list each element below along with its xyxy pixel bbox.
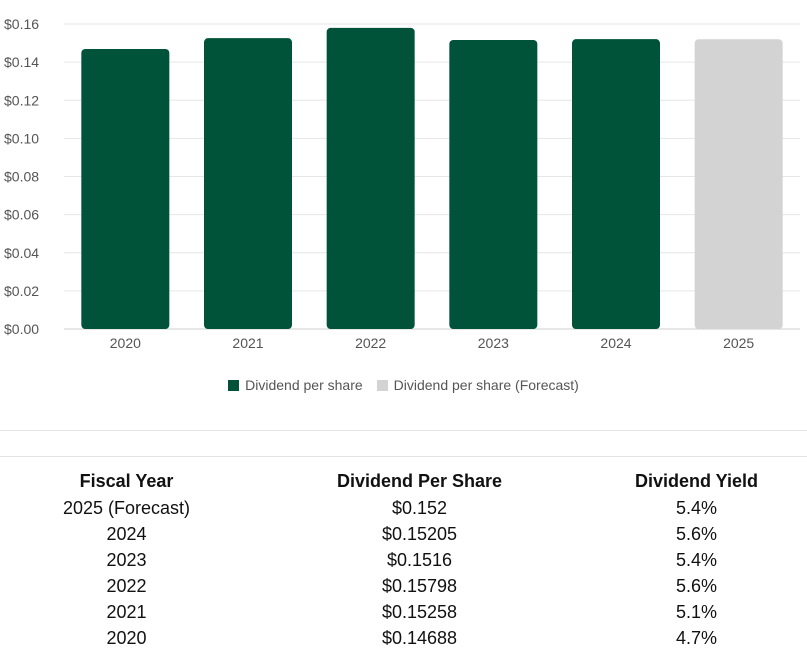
cell-fiscal-year: 2025 (Forecast)	[62, 497, 191, 518]
x-tick-label: 2024	[600, 335, 631, 351]
cell-dividend-per-share: $0.15798	[381, 575, 458, 596]
table-row: 2025 (Forecast) $0.152 5.4%	[0, 495, 807, 521]
cell-dividend-per-share: $0.15258	[381, 601, 458, 622]
section-divider-bottom	[0, 456, 807, 457]
cell-fiscal-year: 2022	[106, 575, 147, 596]
cell-fiscal-year: 2023	[106, 549, 147, 570]
y-tick-label: $0.08	[4, 169, 39, 185]
cell-fiscal-year: 2024	[106, 523, 147, 544]
legend-label-dividend: Dividend per share	[245, 377, 363, 393]
chart-legend: Dividend per share Dividend per share (F…	[0, 377, 807, 393]
legend-item-dividend[interactable]: Dividend per share	[228, 377, 363, 393]
table-row: 2021 $0.15258 5.1%	[0, 599, 807, 625]
cell-dividend-per-share: $0.14688	[381, 627, 458, 648]
bar-2024[interactable]	[572, 39, 660, 329]
cell-dividend-yield: 5.1%	[675, 601, 718, 622]
chart-canvas: $0.00 $0.02 $0.04 $0.06 $0.08 $0.10 $0.12 $0.14…	[4, 16, 800, 351]
cell-dividend-yield: 5.6%	[675, 523, 718, 544]
legend-label-forecast: Dividend per share (Forecast)	[393, 377, 579, 393]
legend-item-forecast[interactable]: Dividend per share (Forecast)	[376, 377, 579, 393]
x-tick-label: 2020	[110, 335, 141, 351]
table-row: 2024 $0.15205 5.6%	[0, 521, 807, 547]
y-tick-label: $0.02	[4, 283, 39, 299]
cell-fiscal-year: 2021	[106, 601, 147, 622]
x-tick-label: 2023	[478, 335, 509, 351]
header-dividend-per-share: Dividend Per Share	[336, 471, 503, 491]
bar-2023[interactable]	[449, 40, 538, 329]
dividend-table-container: Fiscal Year Dividend Per Share Dividend …	[0, 468, 807, 651]
cell-dividend-yield: 5.6%	[675, 575, 718, 596]
table-row: 2020 $0.14688 4.7%	[0, 625, 807, 651]
y-tick-label: $0.04	[4, 245, 39, 261]
bar-2021[interactable]	[204, 38, 292, 329]
dividend-chart: $0.00 $0.02 $0.04 $0.06 $0.08 $0.10 $0.12 $0.14…	[0, 16, 807, 393]
section-divider-top	[0, 430, 807, 431]
x-tick-label: 2025	[723, 335, 754, 351]
x-tick-label: 2022	[355, 335, 386, 351]
dividend-table: Fiscal Year Dividend Per Share Dividend …	[0, 468, 807, 651]
table-row: 2022 $0.15798 5.6%	[0, 573, 807, 599]
y-tick-label: $0.14	[4, 54, 39, 70]
y-tick-label: $0.00	[4, 321, 39, 337]
y-tick-label: $0.06	[4, 207, 39, 223]
table-row: 2023 $0.1516 5.4%	[0, 547, 807, 573]
cell-dividend-yield: 5.4%	[675, 497, 718, 518]
y-tick-label: $0.12	[4, 92, 39, 108]
cell-dividend-yield: 4.7%	[675, 627, 718, 648]
x-tick-label: 2021	[232, 335, 263, 351]
bar-2022[interactable]	[326, 27, 415, 330]
bar-2020[interactable]	[81, 49, 170, 329]
header-dividend-yield: Dividend Yield	[634, 471, 759, 491]
y-tick-label: $0.16	[4, 16, 39, 32]
cell-dividend-per-share: $0.1516	[386, 549, 453, 570]
cell-dividend-yield: 5.4%	[675, 549, 718, 570]
y-tick-label: $0.10	[4, 130, 39, 146]
cell-dividend-per-share: $0.15205	[381, 523, 458, 544]
header-fiscal-year: Fiscal Year	[79, 471, 174, 491]
cell-dividend-per-share: $0.152	[391, 497, 448, 518]
legend-swatch-dividend	[228, 379, 240, 391]
legend-swatch-forecast	[376, 379, 388, 391]
table-header-row: Fiscal Year Dividend Per Share Dividend …	[0, 468, 807, 495]
cell-fiscal-year: 2020	[106, 627, 147, 648]
bar-2025[interactable]	[694, 39, 783, 329]
